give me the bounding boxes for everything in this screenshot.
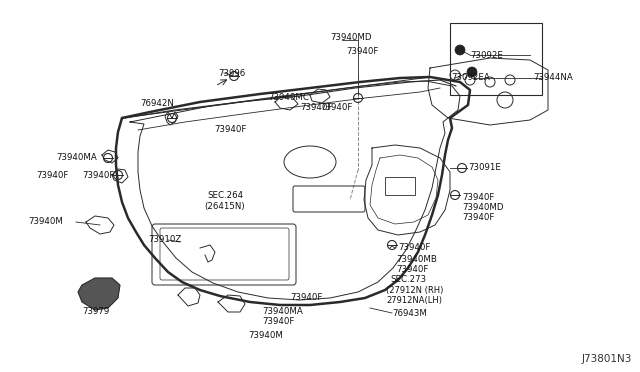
Text: 73940F: 73940F	[320, 103, 353, 112]
Text: 73910Z: 73910Z	[148, 235, 181, 244]
Text: 73944NA: 73944NA	[533, 74, 573, 83]
Text: 73940F: 73940F	[462, 193, 494, 202]
Bar	[450, 23, 542, 95]
Text: 73940F: 73940F	[346, 48, 378, 57]
Text: 73940MB: 73940MB	[396, 254, 437, 263]
Text: 73979: 73979	[82, 308, 109, 317]
Text: 73940MA: 73940MA	[262, 307, 303, 315]
Circle shape	[467, 67, 477, 77]
Text: 73940MC: 73940MC	[268, 93, 309, 103]
Text: 73940MD: 73940MD	[462, 203, 504, 212]
Text: 73940F: 73940F	[214, 125, 246, 135]
Text: 73091E: 73091E	[468, 164, 501, 173]
Text: 73940F: 73940F	[82, 170, 115, 180]
Text: 73940F: 73940F	[290, 294, 323, 302]
Text: 76943M: 76943M	[392, 308, 427, 317]
Text: 73940F: 73940F	[462, 214, 494, 222]
Text: (26415N): (26415N)	[204, 202, 244, 211]
Polygon shape	[78, 278, 120, 310]
Bar	[385, 177, 415, 195]
Text: 73940F: 73940F	[396, 264, 428, 273]
Text: 73940F: 73940F	[300, 103, 332, 112]
Text: 73996: 73996	[218, 68, 245, 77]
Text: SEC.264: SEC.264	[207, 192, 243, 201]
Text: 73940F: 73940F	[262, 317, 294, 326]
Text: 73092E: 73092E	[470, 51, 503, 60]
Text: (27912N (RH): (27912N (RH)	[386, 285, 444, 295]
Text: 73940M: 73940M	[248, 331, 283, 340]
Text: 73092EA: 73092EA	[451, 74, 490, 83]
Text: 73940MA: 73940MA	[56, 154, 97, 163]
Text: 73940F: 73940F	[398, 244, 430, 253]
Text: SEC.273: SEC.273	[390, 276, 426, 285]
Text: 27912NA(LH): 27912NA(LH)	[386, 295, 442, 305]
Text: 73940F: 73940F	[36, 170, 68, 180]
Circle shape	[455, 45, 465, 55]
Text: 73940M: 73940M	[28, 218, 63, 227]
Text: J73801N3: J73801N3	[582, 354, 632, 364]
Text: 76942N: 76942N	[140, 99, 174, 108]
Text: 73940MD: 73940MD	[330, 33, 371, 42]
